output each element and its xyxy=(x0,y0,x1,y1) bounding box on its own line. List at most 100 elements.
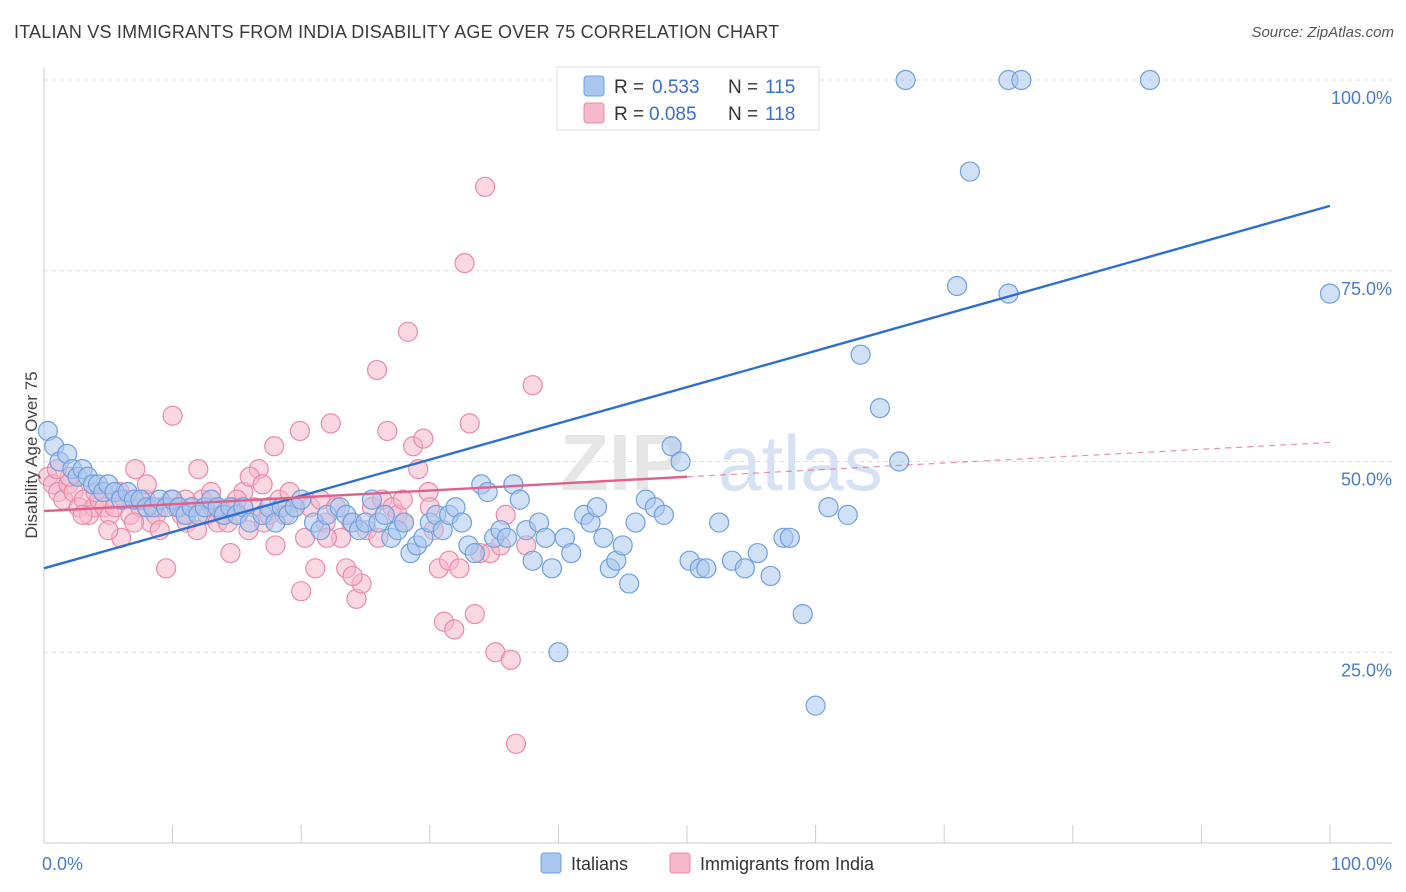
italians-point-84 xyxy=(593,527,614,548)
india-point-73 xyxy=(413,428,434,449)
trend-line-italians xyxy=(43,204,1331,570)
legend-top: R = 0.533 N = 115 R = 0.085 N = 118 xyxy=(556,66,820,131)
trend-line-india xyxy=(43,475,688,513)
legend-top-n-label-2: N = xyxy=(728,104,758,125)
italians-point-63 xyxy=(451,512,473,533)
legend-top-swatch-blue xyxy=(583,75,605,97)
italians-point-113 xyxy=(959,161,981,182)
india-point-55 xyxy=(320,413,341,434)
legend-bottom-swatch-italians xyxy=(540,852,562,874)
legend-top-n-value-1: 115 xyxy=(765,77,795,98)
italians-point-93 xyxy=(661,436,682,457)
italians-point-111 xyxy=(889,451,910,472)
x-tick-label-min: 0.0% xyxy=(42,854,83,874)
india-point-90 xyxy=(500,649,521,670)
italians-point-77 xyxy=(541,558,563,579)
italians-point-51 xyxy=(374,504,395,526)
legend-top-n-label-1: N = xyxy=(728,77,758,98)
trend-line-india-extension xyxy=(686,441,1331,478)
india-point-52 xyxy=(305,558,326,579)
y-tick-labels: 25.0% 50.0% 75.0% 100.0% xyxy=(1331,88,1392,680)
italians-point-110 xyxy=(869,397,891,419)
italians-point-83 xyxy=(586,497,608,518)
italians-point-112 xyxy=(946,275,968,297)
x-tick-labels: 0.0% 100.0% xyxy=(42,854,1392,874)
italians-point-105 xyxy=(792,603,813,625)
source-label: Source: ZipAtlas.com xyxy=(1251,24,1394,41)
italians-point-101 xyxy=(747,542,768,564)
chart-title: ITALIAN VS IMMIGRANTS FROM INDIA DISABIL… xyxy=(14,22,780,42)
italians-point-74 xyxy=(522,550,543,571)
india-point-102 xyxy=(342,565,363,587)
italians-point-102 xyxy=(760,565,781,587)
india-point-44 xyxy=(264,436,285,457)
india-point-99 xyxy=(265,535,286,556)
italians-top-point-8 xyxy=(895,69,916,91)
italians-point-107 xyxy=(818,497,839,518)
india-point-96 xyxy=(188,459,209,480)
italians-point-76 xyxy=(535,527,556,548)
india-point-117 xyxy=(252,474,273,495)
y-tick-label-50: 50.0% xyxy=(1341,470,1392,490)
grid-lines xyxy=(44,79,1392,653)
y-tick-label-100: 100.0% xyxy=(1331,88,1392,108)
series-italians-points xyxy=(37,69,1341,716)
watermark-zip: ZIP xyxy=(560,418,684,507)
india-point-93 xyxy=(522,375,543,396)
italians-point-106 xyxy=(805,695,826,716)
legend-top-n-value-2: 118 xyxy=(765,104,795,125)
y-axis-label: Disability Age Over 75 xyxy=(22,371,41,538)
italians-point-100 xyxy=(734,558,755,579)
india-point-95 xyxy=(162,405,183,426)
india-point-81 xyxy=(454,253,475,274)
legend-top-swatch-pink xyxy=(583,102,605,124)
italians-point-89 xyxy=(625,512,646,533)
india-point-80 xyxy=(449,558,470,579)
italians-point-54 xyxy=(393,512,415,533)
legend-top-r-value-2: 0.085 xyxy=(649,104,697,125)
legend-bottom-india: Immigrants from India xyxy=(700,854,875,874)
italians-point-109 xyxy=(850,344,871,365)
legend-bottom: Italians Immigrants from India xyxy=(540,852,875,874)
italians-point-78 xyxy=(548,642,569,663)
italians-point-70 xyxy=(496,527,518,548)
italians-point-65 xyxy=(464,542,485,564)
italians-point-94 xyxy=(670,451,691,472)
legend-bottom-swatch-india xyxy=(669,852,691,874)
italians-top-point-11 xyxy=(1139,69,1161,91)
italians-edge-point-0 xyxy=(1319,283,1341,304)
india-point-17 xyxy=(125,459,146,480)
trend-lines xyxy=(43,204,1331,570)
italians-point-98 xyxy=(709,512,730,533)
india-point-49 xyxy=(289,420,311,442)
italians-point-104 xyxy=(779,527,800,548)
india-point-79 xyxy=(444,619,465,640)
india-point-100 xyxy=(291,581,312,602)
india-point-66 xyxy=(377,420,398,442)
y-tick-label-75: 75.0% xyxy=(1341,279,1392,299)
italians-top-point-10 xyxy=(1011,69,1032,91)
india-point-64 xyxy=(366,359,388,381)
italians-point-97 xyxy=(696,558,717,579)
india-point-23 xyxy=(156,558,177,579)
india-point-82 xyxy=(459,413,480,434)
legend-top-r-value-1: 0.533 xyxy=(652,77,700,98)
italians-point-67 xyxy=(477,481,498,503)
india-point-70 xyxy=(397,321,419,342)
india-point-69 xyxy=(392,489,413,510)
italians-point-92 xyxy=(653,504,674,526)
india-point-111 xyxy=(98,520,119,541)
legend-top-r-label-1: R = xyxy=(614,77,644,98)
watermark-atlas: atlas xyxy=(718,419,883,507)
italians-point-87 xyxy=(612,535,633,556)
india-point-91 xyxy=(505,733,527,754)
india-point-83 xyxy=(464,603,485,625)
italians-point-80 xyxy=(561,542,582,564)
y-tick-label-25: 25.0% xyxy=(1341,660,1392,680)
axes xyxy=(43,68,1392,844)
legend-top-r-label-2: R = xyxy=(614,104,644,125)
legend-bottom-italians: Italians xyxy=(571,854,628,874)
italians-point-72 xyxy=(509,489,530,510)
series-india-points xyxy=(37,176,543,754)
